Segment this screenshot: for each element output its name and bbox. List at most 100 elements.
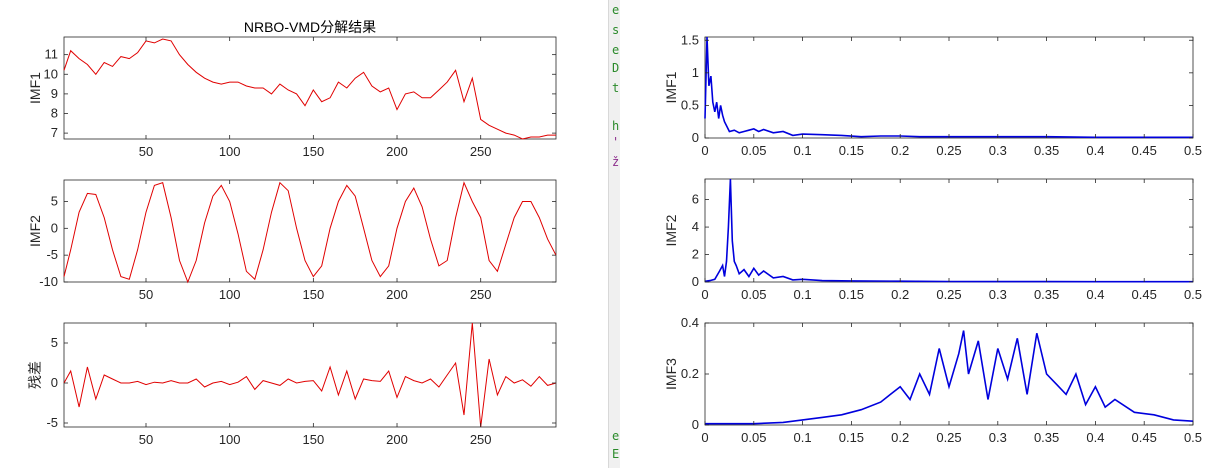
y-tick-label: 0.4 [681,315,699,330]
x-tick-label: 250 [470,432,492,447]
series-line [704,36,1193,139]
background-glyph: D [612,61,619,75]
x-tick-label: 200 [386,144,408,159]
figure-canvas-left: NRBO-VMD分解结果 50 100 150 200 2507891011IMF150… [27,19,557,447]
x-tick-label: 150 [302,432,324,447]
left-panel-3: 50 100 150 200 250 -5 0 5 残差 [27,322,557,447]
y-tick-label: 0 [692,417,699,432]
y-tick-label: 1 [692,65,699,80]
background-glyph: e [612,3,619,17]
x-tick-label: 0.15 [839,430,864,445]
right-panel-1: 0 0.05 0.1 0.15 0.2 0.25 0.3 0.35 0.4 0.45 0.5 0 0.5… [663,32,1202,158]
y-tick-label: 0.2 [681,366,699,381]
x-tick-label: 150 [302,287,324,302]
y-tick-label: 10 [44,66,58,81]
x-tick-label: 0.3 [989,430,1007,445]
x-tick-label: 250 [470,144,492,159]
x-tick-label: 0.1 [794,430,812,445]
x-tick-label: 0.35 [1034,287,1059,302]
x-tick-label: 0.05 [741,430,766,445]
x-tick-label: 0.4 [1086,287,1104,302]
y-axis-label: IMF2 [27,215,43,247]
axes-frame [704,36,1194,139]
y-tick-label: -10 [39,274,58,289]
x-tick-label: 0 [701,143,708,158]
figure-window-left: NRBO-VMD分解结果 50 100 150 200 250 7 8 9 10 11 IMF1 50… [27,19,557,447]
y-tick-label: 5 [51,335,58,350]
x-tick-label: 200 [386,432,408,447]
x-tick-label: 0.25 [936,430,961,445]
x-tick-label: 100 [219,144,241,159]
y-tick-label: -5 [46,415,58,430]
x-tick-label: 0.25 [936,143,961,158]
x-tick-label: 0.4 [1086,430,1104,445]
axes-frame [704,178,1194,283]
x-tick-label: 250 [470,287,492,302]
background-glyph: E [612,447,619,461]
y-axis-label: 残差 [27,361,43,389]
background-glyph: ' [612,135,619,149]
figure-canvas-right: 0 0.05 0.1 0.15 0.2 0.25 0.3 0.35 0.4 0.45 0.5 0 0.5… [663,32,1202,445]
x-tick-label: 0.1 [794,287,812,302]
x-tick-label: 0.45 [1132,143,1157,158]
x-tick-label: 0.05 [741,143,766,158]
x-tick-label: 0.1 [794,143,812,158]
series-line [63,38,556,140]
x-tick-label: 0 [701,287,708,302]
x-tick-label: 0.35 [1034,143,1059,158]
x-tick-label: 0.5 [1184,143,1202,158]
left-panel-2: 50 100 150 200 250 -10 -5 0 5 IMF2 [27,179,557,302]
x-tick-label: 0.4 [1086,143,1104,158]
axes-frame [704,322,1194,426]
y-tick-label: -5 [46,247,58,262]
y-tick-label: 0 [51,220,58,235]
x-tick-label: 0 [701,430,708,445]
x-tick-label: 0.25 [936,287,961,302]
x-tick-label: 100 [219,432,241,447]
series-line [705,330,1194,425]
y-axis-label: IMF2 [663,214,679,246]
y-tick-label: 7 [51,125,58,140]
x-tick-label: 0.3 [989,287,1007,302]
figure-title: NRBO-VMD分解结果 [244,19,376,35]
y-tick-label: 6 [692,192,699,207]
x-tick-label: 0.45 [1132,287,1157,302]
right-panel-2: 0 0.05 0.1 0.15 0.2 0.25 0.3 0.35 0.4 0.45 0.5 0 2 4 6… [663,178,1202,302]
x-tick-label: 0.2 [891,430,909,445]
background-glyph: e [612,429,619,443]
x-tick-label: 0.2 [891,287,909,302]
x-tick-label: 50 [139,432,153,447]
x-tick-label: 0.15 [839,143,864,158]
x-tick-label: 0.5 [1184,430,1202,445]
series-line [63,322,557,428]
y-tick-label: 0.5 [681,97,699,112]
background-glyph: t [612,81,619,95]
y-tick-label: 0 [692,130,699,145]
series-line [63,181,557,284]
y-tick-label: 4 [692,219,699,234]
y-axis-label: IMF1 [663,71,679,103]
x-tick-label: 0.2 [891,143,909,158]
background-glyph: s [612,23,619,37]
y-tick-label: 9 [51,86,58,101]
y-tick-label: 2 [692,247,699,262]
y-tick-label: 0 [51,375,58,390]
x-tick-label: 0.15 [839,287,864,302]
x-tick-label: 0.35 [1034,430,1059,445]
x-tick-label: 150 [302,144,324,159]
x-tick-label: 0.05 [741,287,766,302]
background-glyph: ž [612,155,619,169]
background-glyph: e [612,43,619,57]
x-tick-label: 50 [139,287,153,302]
x-tick-label: 50 [139,144,153,159]
x-tick-label: 0.3 [989,143,1007,158]
background-glyph: h [612,119,619,133]
axes-frame [63,179,557,283]
y-axis-label: IMF3 [663,358,679,390]
y-axis-label: IMF1 [27,72,43,104]
x-tick-label: 0.5 [1184,287,1202,302]
y-tick-label: 5 [51,193,58,208]
x-tick-label: 0.45 [1132,430,1157,445]
